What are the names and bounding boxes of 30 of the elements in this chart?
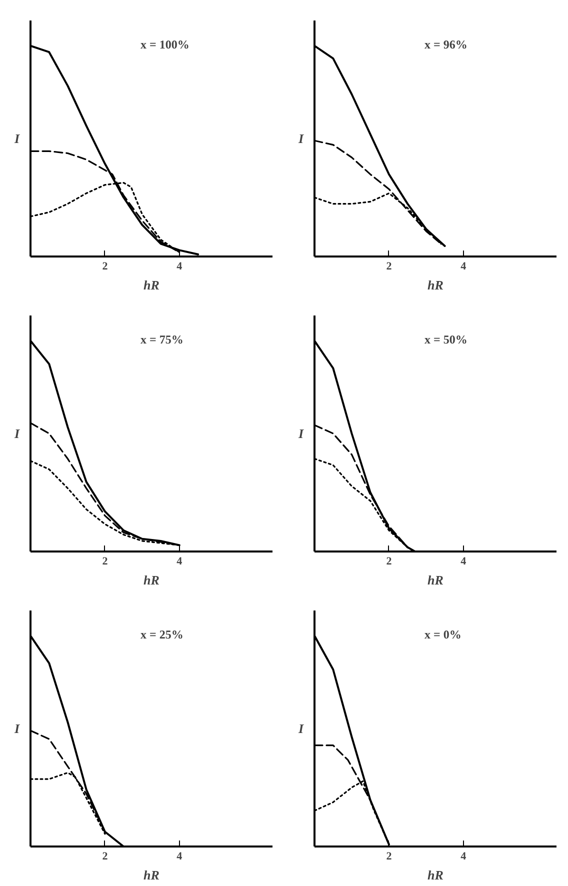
x-axis-title: hR xyxy=(428,278,444,292)
annotation: x = 25% xyxy=(140,628,184,642)
x-tick-label: 2 xyxy=(386,260,392,272)
x-tick-label: 2 xyxy=(102,556,108,568)
x-tick-label: 2 xyxy=(386,556,392,568)
annotation: x = 50% xyxy=(424,332,468,346)
annotation: x = 96% xyxy=(424,38,468,52)
annotation: x = 75% xyxy=(140,332,184,346)
x-axis-title: hR xyxy=(144,572,160,588)
x-axis-title: hR xyxy=(428,572,444,588)
x-tick-label: 2 xyxy=(102,850,108,862)
y-axis-title: I xyxy=(297,721,304,736)
y-axis-title: I xyxy=(13,131,20,146)
y-axis-title: I xyxy=(297,426,304,441)
annotation: x = 100% xyxy=(140,38,190,52)
x-axis-title: hR xyxy=(144,868,160,882)
x-tick-label: 2 xyxy=(102,260,108,272)
x-tick-label: 4 xyxy=(176,556,183,568)
annotation: x = 0% xyxy=(424,628,462,642)
x-tick-label: 4 xyxy=(460,556,467,568)
x-tick-label: 4 xyxy=(176,850,183,862)
y-axis-title: I xyxy=(297,131,304,146)
x-axis-title: hR xyxy=(428,868,444,882)
x-tick-label: 2 xyxy=(386,850,392,862)
y-axis-title: I xyxy=(13,426,20,441)
x-tick-label: 4 xyxy=(176,260,183,272)
x-axis-title: hR xyxy=(144,278,160,292)
x-tick-label: 4 xyxy=(460,260,467,272)
x-tick-label: 4 xyxy=(460,850,467,862)
y-axis-title: I xyxy=(13,721,20,736)
